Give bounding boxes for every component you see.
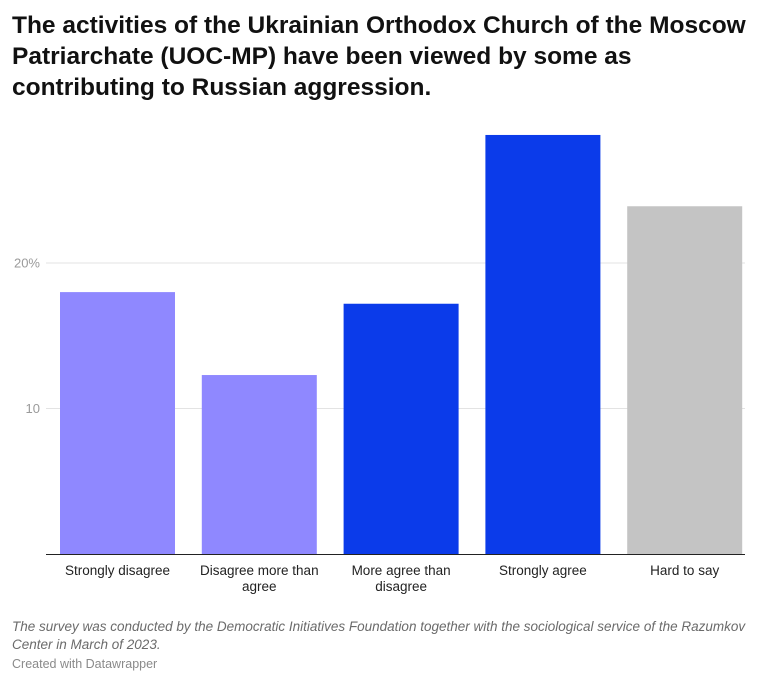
source-note: The survey was conducted by the Democrat…: [12, 619, 746, 652]
bar-more-agree-than-disagree: [343, 303, 459, 554]
bars: [60, 134, 743, 554]
bar-hard-to-say: [627, 206, 743, 554]
x-tick-label: Disagree more than agree: [200, 563, 319, 594]
credit-line: Created with Datawrapper: [12, 657, 158, 671]
x-tick-label: More agree than disagree: [352, 563, 451, 594]
x-tick-label: Hard to say: [650, 563, 719, 578]
x-tick-label: Strongly disagree: [65, 563, 170, 578]
x-axis-labels: Strongly disagree Disagree more than agree…: [65, 563, 719, 594]
bar-disagree-more-than-agree: [201, 375, 317, 554]
y-axis-ticks: 10 20%: [14, 256, 40, 417]
chart-title: The activities of the Ukrainian Orthodox…: [12, 12, 746, 101]
bar-strongly-agree: [485, 134, 601, 554]
bar-strongly-disagree: [60, 292, 175, 554]
x-tick-label: Strongly agree: [499, 563, 587, 578]
y-tick-label: 20%: [14, 256, 40, 271]
y-tick-label: 10: [26, 401, 40, 416]
